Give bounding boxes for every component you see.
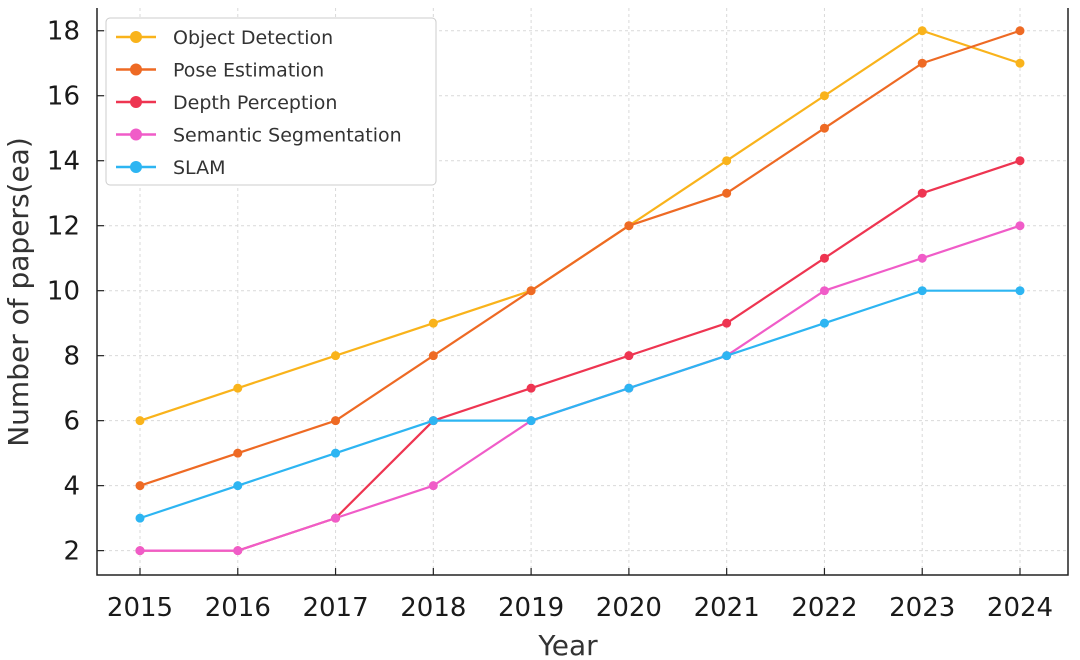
data-point-object-detection — [917, 26, 927, 36]
x-tick-label: 2020 — [596, 593, 662, 623]
data-point-slam — [526, 416, 536, 426]
data-point-semantic-segmentation — [233, 546, 243, 556]
data-point-pose-estimation — [624, 221, 634, 231]
y-tick-label: 6 — [63, 407, 80, 437]
data-point-semantic-segmentation — [819, 286, 829, 296]
y-tick-label: 18 — [47, 17, 80, 47]
series-line-semantic-segmentation — [140, 224, 1021, 552]
legend-item: Depth Perception — [116, 92, 337, 114]
legend-swatch-marker — [130, 63, 142, 76]
data-point-object-detection — [819, 91, 829, 101]
data-point-semantic-segmentation — [1015, 221, 1025, 231]
plot-frame — [96, 8, 1069, 576]
legend-item: Object Detection — [116, 27, 333, 49]
data-point-object-detection — [233, 383, 243, 393]
legend-swatch-marker — [130, 161, 142, 173]
data-point-semantic-segmentation — [135, 546, 145, 556]
x-tick-label: 2021 — [694, 593, 760, 623]
x-tick-label: 2022 — [791, 593, 857, 623]
data-point-semantic-segmentation — [428, 481, 438, 491]
legend-box — [105, 17, 437, 186]
axes — [96, 8, 1069, 576]
x-tick-label: 2024 — [987, 593, 1053, 623]
data-point-slam — [917, 286, 927, 296]
series-line-pose-estimation — [139, 29, 1021, 487]
data-point-object-detection — [135, 416, 145, 426]
legend-label: Object Detection — [173, 27, 333, 49]
y-tick-label: 4 — [63, 472, 80, 502]
data-point-pose-estimation — [722, 188, 732, 198]
legend-item: Semantic Segmentation — [116, 125, 402, 147]
data-point-pose-estimation — [526, 286, 536, 296]
legend-label: Depth Perception — [173, 92, 337, 114]
y-tick-label: 14 — [47, 147, 80, 177]
legend-item: Pose Estimation — [116, 60, 324, 82]
data-point-slam — [233, 481, 243, 491]
data-point-object-detection — [1015, 58, 1025, 68]
x-tick-label: 2016 — [205, 593, 271, 623]
legend-swatch-marker — [130, 128, 142, 141]
data-point-depth-perception — [1015, 156, 1025, 166]
data-point-depth-perception — [917, 188, 927, 198]
data-point-slam — [624, 383, 634, 393]
y-tick-label: 10 — [47, 277, 80, 307]
series-pose-estimation — [135, 26, 1025, 491]
data-point-depth-perception — [624, 351, 634, 361]
data-point-slam — [722, 351, 732, 361]
data-point-depth-perception — [722, 318, 732, 328]
x-tick-label: 2023 — [889, 593, 955, 623]
data-point-depth-perception — [819, 253, 829, 263]
legend-item: SLAM — [116, 157, 225, 179]
series-layer — [135, 26, 1025, 556]
data-point-slam — [331, 448, 341, 458]
data-point-pose-estimation — [135, 481, 145, 491]
y-tick-label: 12 — [47, 212, 80, 242]
y-axis-label: Number of papers(ea) — [2, 137, 35, 447]
y-tick-label: 8 — [63, 342, 80, 372]
data-point-object-detection — [722, 156, 732, 166]
data-point-slam — [135, 513, 145, 523]
data-point-semantic-segmentation — [331, 513, 341, 523]
data-point-object-detection — [331, 351, 341, 361]
legend-swatch-marker — [130, 96, 142, 108]
legend-label: SLAM — [173, 157, 225, 179]
data-point-pose-estimation — [1015, 26, 1025, 36]
data-point-slam — [1015, 286, 1025, 296]
x-tick-label: 2017 — [302, 593, 368, 623]
data-point-pose-estimation — [917, 58, 927, 68]
y-tick-label: 16 — [47, 82, 80, 112]
series-slam — [135, 286, 1025, 523]
series-line-slam — [139, 289, 1020, 520]
legend-label: Pose Estimation — [173, 60, 324, 82]
data-point-slam — [428, 416, 438, 426]
data-point-depth-perception — [526, 383, 536, 393]
data-point-pose-estimation — [331, 416, 341, 426]
legend: Object Detection Pose Estimation Depth Per… — [105, 17, 437, 186]
tick-labels: 2015 2016 2017 2018 2019 2020 2021 2022 2023 2024… — [47, 17, 1053, 623]
series-semantic-segmentation — [135, 221, 1025, 556]
x-tick-label: 2015 — [107, 593, 173, 623]
legend-swatch-marker — [130, 31, 142, 43]
data-point-semantic-segmentation — [917, 253, 927, 263]
legend-label: Semantic Segmentation — [173, 125, 402, 147]
data-point-object-detection — [428, 318, 438, 328]
data-point-pose-estimation — [428, 351, 438, 361]
data-point-pose-estimation — [819, 123, 829, 133]
x-tick-label: 2018 — [400, 593, 466, 623]
x-axis-label: Year — [537, 629, 598, 660]
y-tick-label: 2 — [63, 537, 80, 567]
data-point-pose-estimation — [233, 448, 243, 458]
data-point-slam — [819, 318, 829, 328]
x-tick-label: 2019 — [498, 593, 564, 623]
